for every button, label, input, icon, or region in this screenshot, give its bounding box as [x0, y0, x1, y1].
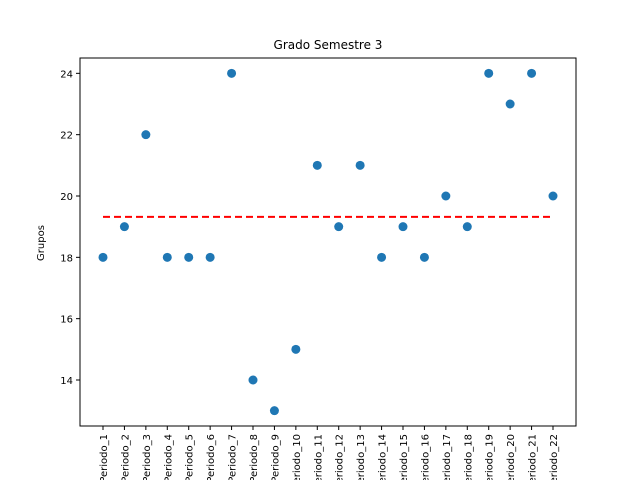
data-point — [119, 222, 129, 232]
x-tick-label: Periodo_16 — [420, 434, 431, 480]
data-point — [141, 130, 151, 140]
data-point — [355, 160, 365, 170]
data-point — [291, 344, 301, 354]
x-tick-label: Periodo_14 — [378, 434, 389, 480]
data-point — [462, 222, 472, 232]
data-point — [205, 252, 215, 262]
x-tick-label: Periodo_4 — [163, 434, 174, 480]
x-tick-label: Periodo_6 — [206, 434, 217, 480]
x-tick-label: Periodo_18 — [463, 434, 474, 480]
x-tick-label: Periodo_20 — [506, 434, 517, 480]
x-tick-label: Periodo_8 — [249, 434, 260, 480]
data-point — [248, 375, 258, 385]
data-point — [484, 68, 494, 78]
data-point — [548, 191, 558, 201]
data-point — [505, 99, 515, 109]
x-tick-label: Periodo_1 — [99, 434, 110, 480]
data-point — [98, 252, 108, 262]
y-tick-label: 18 — [60, 253, 73, 264]
data-point — [269, 406, 279, 416]
x-tick-label: Periodo_21 — [528, 434, 539, 480]
data-point — [162, 252, 172, 262]
x-tick-label: Periodo_9 — [270, 434, 281, 480]
x-tick-label: Periodo_19 — [485, 434, 496, 480]
x-tick-label: Periodo_13 — [356, 434, 367, 480]
data-point — [334, 222, 344, 232]
y-tick-label: 16 — [60, 315, 73, 326]
data-point — [227, 68, 237, 78]
x-tick-label: Periodo_11 — [313, 434, 324, 480]
data-point — [312, 160, 322, 170]
x-tick-label: Periodo_22 — [549, 434, 560, 480]
data-point — [527, 68, 537, 78]
data-point — [377, 252, 387, 262]
x-tick-label: Periodo_15 — [399, 434, 410, 480]
x-tick-label: Periodo_3 — [142, 434, 153, 480]
data-point — [441, 191, 451, 201]
y-tick-label: 22 — [60, 131, 73, 142]
y-tick-label: 24 — [60, 69, 73, 80]
x-tick-label: Periodo_5 — [185, 434, 196, 480]
x-tick-label: Periodo_17 — [442, 434, 453, 480]
x-tick-label: Periodo_2 — [120, 434, 131, 480]
x-tick-label: Periodo_10 — [292, 434, 303, 480]
y-tick-label: 20 — [60, 192, 73, 203]
data-point — [419, 252, 429, 262]
data-point — [184, 252, 194, 262]
chart-title: Grado Semestre 3 — [274, 38, 383, 52]
y-tick-label: 14 — [60, 376, 73, 387]
x-tick-label: Periodo_12 — [335, 434, 346, 480]
plot-area — [79, 57, 577, 427]
data-point — [398, 222, 408, 232]
y-axis-label: Grupos — [36, 225, 47, 261]
x-tick-label: Periodo_7 — [228, 434, 239, 480]
